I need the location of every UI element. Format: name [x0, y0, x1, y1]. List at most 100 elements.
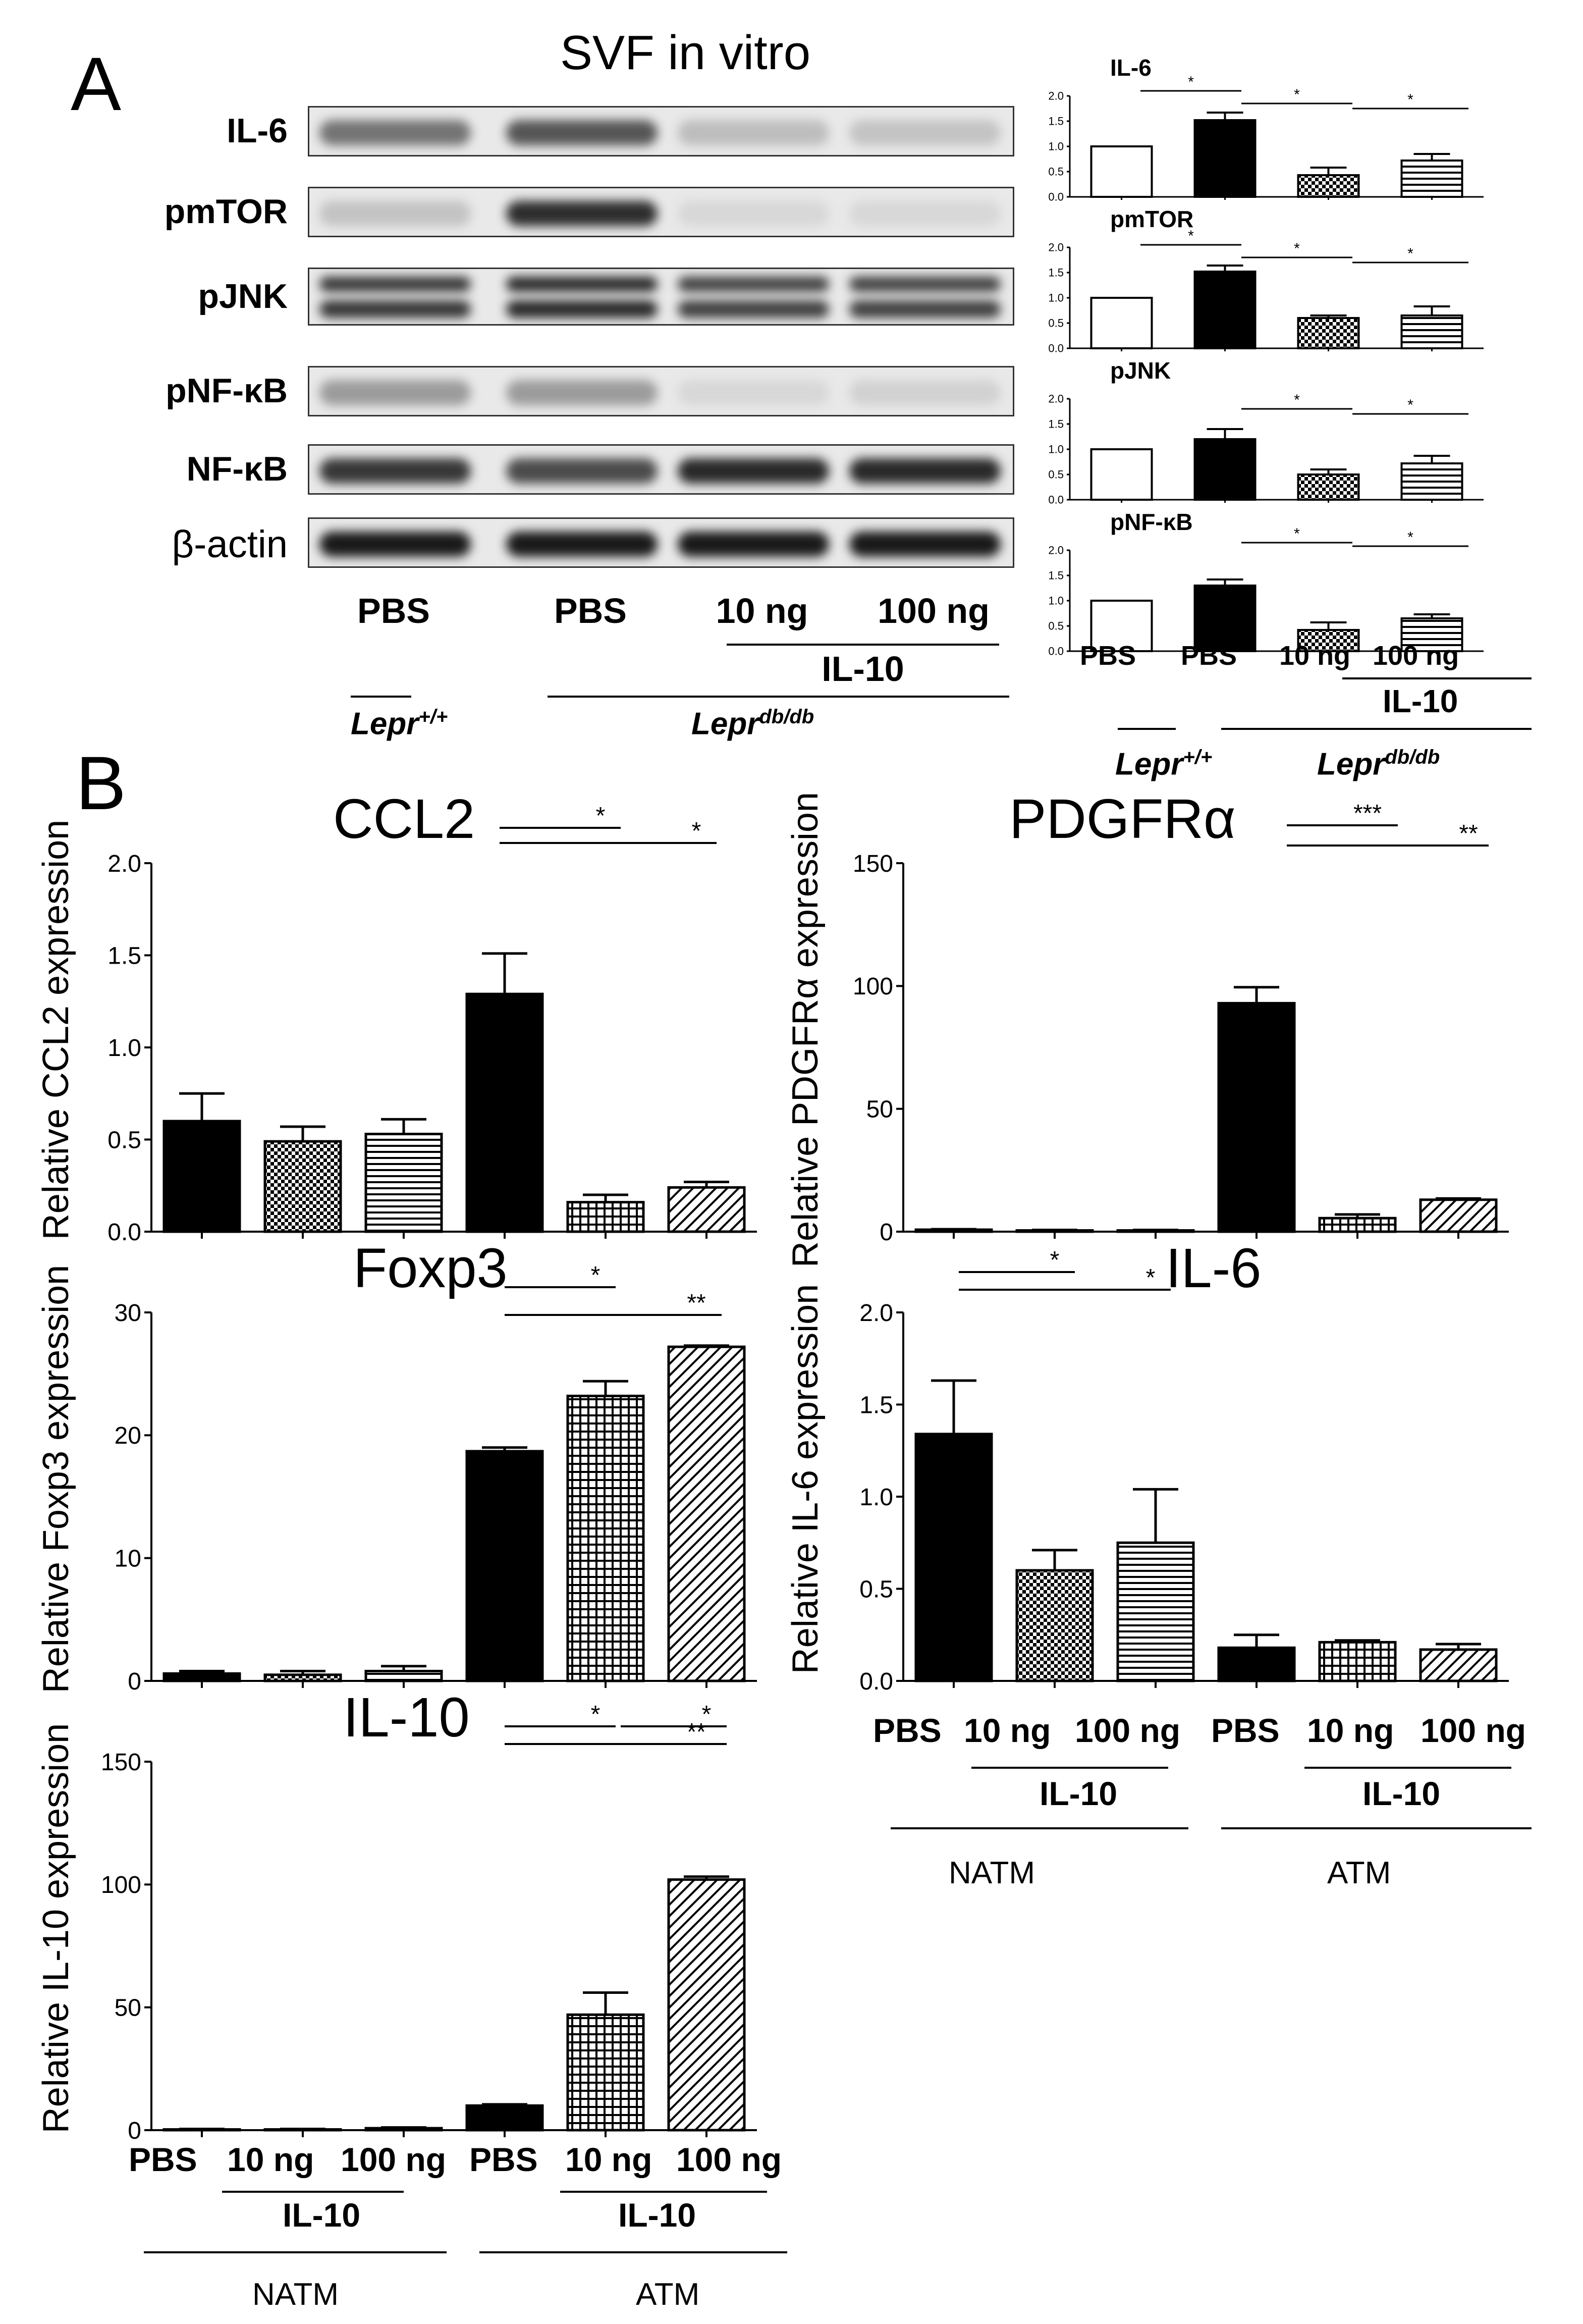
b-left-atm-label: ATM — [636, 2277, 700, 2312]
blot-genotype-db: Leprdb/db — [691, 706, 814, 742]
significance-label: * — [591, 1262, 601, 1289]
bar — [1217, 1646, 1296, 1682]
blot-band — [506, 201, 658, 226]
chart-title: pJNK — [1110, 357, 1171, 384]
bar — [1193, 438, 1257, 501]
y-tick-label: 0 — [128, 2118, 141, 2144]
b-right-natm-label: NATM — [949, 1856, 1035, 1890]
y-tick-label: 0.5 — [1048, 620, 1064, 632]
y-axis-label: Relative PDGFRα expression — [785, 792, 826, 1267]
b-right-xlabel-4: PBS — [1211, 1712, 1280, 1749]
blot-band — [319, 458, 471, 484]
b-right-xlabel-1: PBS — [873, 1712, 942, 1749]
blot-strip — [308, 366, 1014, 416]
blot-protein-label: IL-6 — [227, 112, 288, 150]
significance-label: * — [1050, 1247, 1060, 1274]
bar — [1419, 1198, 1498, 1233]
chart-b-il6: 0.0 0.5 1.0 1.5 2.0 IL-6 * * Relative IL-6 expre… — [785, 1237, 1509, 1695]
chart-b-ccl2: 0.0 0.5 1.0 1.5 2.0 CCL2 * * Relative CCL2 expre… — [36, 788, 757, 1246]
panel-a-wt-line — [1118, 728, 1176, 730]
bar — [1193, 585, 1257, 652]
blot-lane-label-4: 100 ng — [878, 591, 990, 630]
bar — [1297, 317, 1360, 349]
bar — [1193, 119, 1257, 198]
chart-title: pNF-κB — [1110, 509, 1193, 535]
y-tick-label: 1.0 — [859, 1484, 893, 1511]
y-tick-label: 0.5 — [1048, 317, 1064, 330]
significance-label: * — [1146, 1264, 1156, 1291]
bar — [1400, 617, 1463, 652]
b-right-atm-label: ATM — [1327, 1856, 1391, 1890]
blot-band — [849, 277, 1001, 292]
panel-a-letter: A — [71, 41, 122, 126]
y-tick-label: 1.0 — [1048, 292, 1064, 304]
significance-label: * — [1188, 228, 1194, 244]
y-tick-label: 0 — [128, 1668, 141, 1695]
blot-band — [849, 458, 1001, 484]
blot-band — [319, 277, 471, 292]
b-right-xlabel-2: 10 ng — [964, 1712, 1051, 1749]
blot-band — [849, 532, 1001, 557]
bar — [1400, 314, 1463, 349]
bar — [465, 992, 544, 1233]
b-left-natm-line — [144, 2251, 447, 2253]
y-tick-label: 0.0 — [1048, 645, 1064, 656]
bar — [1090, 600, 1153, 652]
blot-band — [849, 380, 1001, 405]
y-tick-label: 0.5 — [1048, 468, 1064, 481]
blot-band — [849, 300, 1001, 318]
significance-label: * — [1188, 74, 1194, 90]
b-left-il10-line-atm — [560, 2191, 767, 2193]
b-left-xlabel-4: PBS — [469, 2141, 538, 2178]
chart-title: IL-6 — [1166, 1237, 1262, 1299]
b-left-xlabel-5: 10 ng — [565, 2141, 652, 2178]
blot-band — [506, 277, 658, 292]
y-tick-label: 1.0 — [1048, 140, 1064, 153]
y-tick-label: 20 — [115, 1422, 141, 1449]
blot-band — [319, 201, 471, 226]
y-tick-label: 1.5 — [1048, 115, 1064, 128]
panel-a-genotype-db: Leprdb/db — [1317, 746, 1440, 782]
y-tick-label: 50 — [115, 1994, 141, 2021]
chart-title: CCL2 — [333, 788, 475, 850]
y-tick-label: 100 — [853, 973, 893, 1000]
significance-label: * — [692, 818, 701, 844]
blot-lane-label-2: PBS — [554, 591, 627, 630]
y-tick-label: 2.0 — [1048, 393, 1064, 405]
blot-band — [319, 532, 471, 557]
significance-label: ** — [687, 1290, 705, 1316]
blot-genotype-wt: Lepr+/+ — [351, 706, 448, 742]
blot-lane-label-3: 10 ng — [716, 591, 808, 630]
bar — [667, 1345, 746, 1682]
y-tick-label: 2.0 — [1048, 90, 1064, 102]
b-right-il10-line-atm — [1304, 1767, 1511, 1769]
significance-label: * — [1407, 245, 1413, 262]
y-axis-label: Relative IL-10 expression — [36, 1723, 76, 2133]
y-tick-label: 1.5 — [1048, 569, 1064, 582]
blot-band — [319, 380, 471, 405]
bar — [162, 1120, 241, 1233]
blot-protein-label: pmTOR — [164, 192, 288, 231]
y-tick-label: 0 — [880, 1219, 893, 1246]
y-tick-label: 1.5 — [859, 1392, 893, 1418]
y-tick-label: 150 — [853, 851, 893, 877]
y-tick-label: 50 — [866, 1096, 893, 1123]
panel-a-xlabel-3: 10 ng — [1279, 641, 1351, 671]
significance-label: * — [1407, 529, 1413, 546]
panel-a-il10-line — [1342, 677, 1532, 679]
chart-title: pmTOR — [1110, 206, 1193, 232]
b-left-atm-line — [479, 2251, 787, 2253]
blot-il10-line — [727, 644, 999, 646]
y-tick-label: 0.0 — [859, 1668, 893, 1695]
bar — [263, 1673, 342, 1682]
significance-label: * — [1407, 91, 1413, 108]
y-tick-label: 10 — [115, 1545, 141, 1572]
significance-label: * — [591, 1701, 601, 1728]
chart-a-pnfkb: 0.0 0.5 1.0 1.5 2.0 pNF-κB * * — [1048, 509, 1484, 656]
bar — [566, 1201, 645, 1233]
significance-label: *** — [1353, 800, 1382, 827]
blot-band — [678, 120, 829, 145]
bar — [1090, 448, 1153, 501]
